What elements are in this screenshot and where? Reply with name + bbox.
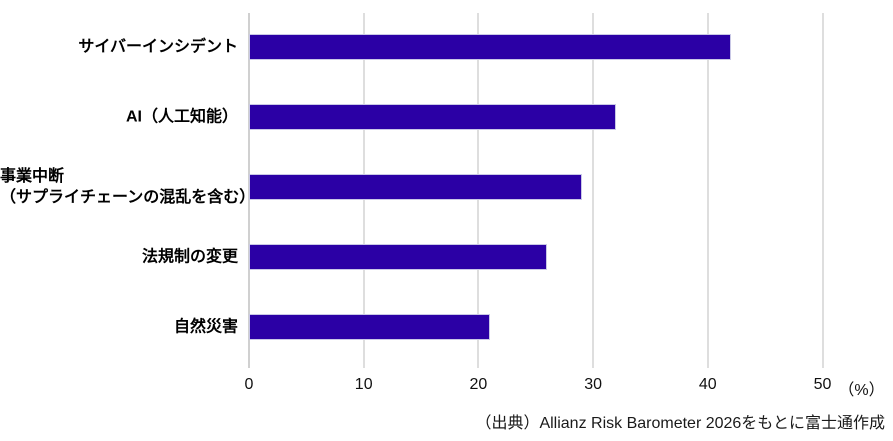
gridline — [706, 13, 709, 368]
category-label-text: 事業中断 （サプライチェーンの混乱を含む） — [0, 168, 256, 206]
bar — [249, 314, 490, 340]
gridline — [821, 13, 824, 368]
category-label: 事業中断 （サプライチェーンの混乱を含む） — [0, 166, 255, 208]
bar — [249, 104, 616, 130]
bar — [249, 244, 547, 270]
category-label-text: サイバーインシデント — [78, 38, 238, 56]
category-label-text: 法規制の変更 — [141, 248, 238, 266]
category-label: 自然災害 — [0, 317, 238, 338]
source-note: （出典）Allianz Risk Barometer 2026をもとに富士通作成 — [475, 415, 885, 432]
category-label: 法規制の変更 — [0, 247, 238, 268]
x-tick-label: 20 — [469, 376, 488, 393]
x-tick-label: 30 — [584, 376, 602, 393]
x-tick-label: 10 — [354, 376, 373, 393]
category-label-text: AI（人工知能） — [125, 108, 238, 126]
category-label-text: 自然災害 — [173, 318, 238, 336]
category-label: AI（人工知能） — [0, 107, 238, 128]
x-tick-label: 50 — [813, 376, 832, 393]
gridline — [592, 13, 595, 368]
bar — [249, 34, 731, 60]
x-tick-label: 0 — [244, 376, 254, 393]
category-label: サイバーインシデント — [0, 37, 238, 58]
x-tick-label: 40 — [698, 376, 717, 393]
bar — [249, 174, 582, 200]
x-axis-unit-label: （%） — [838, 382, 885, 399]
